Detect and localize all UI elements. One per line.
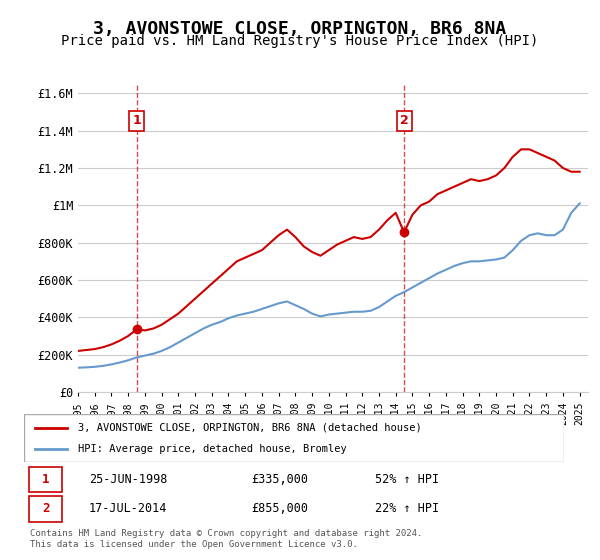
Text: 3, AVONSTOWE CLOSE, ORPINGTON, BR6 8NA: 3, AVONSTOWE CLOSE, ORPINGTON, BR6 8NA — [94, 20, 506, 38]
Text: HPI: Average price, detached house, Bromley: HPI: Average price, detached house, Brom… — [78, 444, 347, 454]
Text: 2: 2 — [42, 502, 49, 515]
Text: 1: 1 — [42, 473, 49, 486]
Text: 17-JUL-2014: 17-JUL-2014 — [89, 502, 167, 515]
Text: 22% ↑ HPI: 22% ↑ HPI — [375, 502, 439, 515]
Text: £335,000: £335,000 — [251, 473, 308, 486]
FancyBboxPatch shape — [29, 496, 62, 522]
Text: 1: 1 — [132, 114, 141, 128]
Text: 3, AVONSTOWE CLOSE, ORPINGTON, BR6 8NA (detached house): 3, AVONSTOWE CLOSE, ORPINGTON, BR6 8NA (… — [78, 423, 422, 433]
Text: 25-JUN-1998: 25-JUN-1998 — [89, 473, 167, 486]
Text: 2: 2 — [400, 114, 409, 128]
Text: £855,000: £855,000 — [251, 502, 308, 515]
FancyBboxPatch shape — [29, 466, 62, 492]
Text: Price paid vs. HM Land Registry's House Price Index (HPI): Price paid vs. HM Land Registry's House … — [61, 34, 539, 48]
Text: Contains HM Land Registry data © Crown copyright and database right 2024.
This d: Contains HM Land Registry data © Crown c… — [30, 529, 422, 549]
FancyBboxPatch shape — [24, 414, 564, 462]
Text: 52% ↑ HPI: 52% ↑ HPI — [375, 473, 439, 486]
